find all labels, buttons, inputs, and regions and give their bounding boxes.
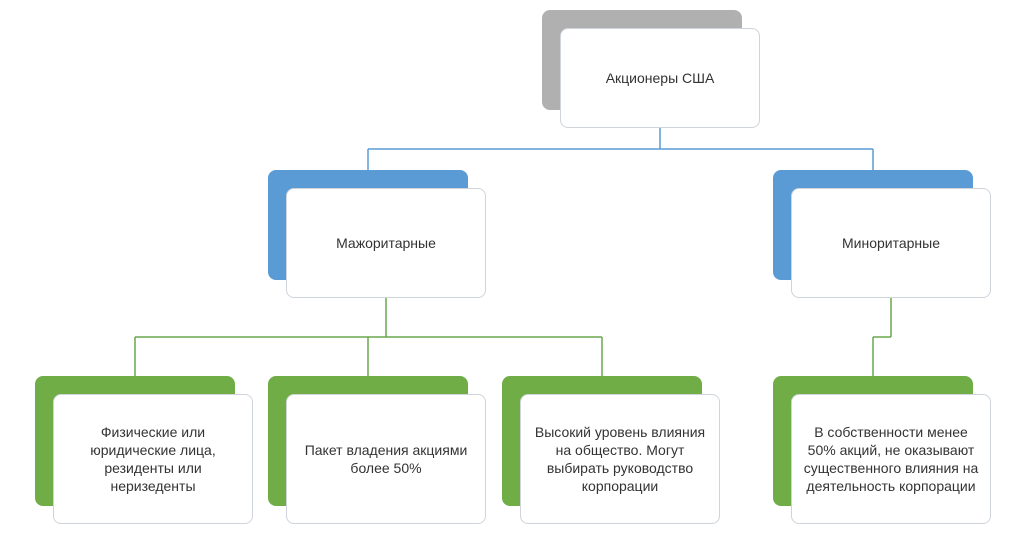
node-root-label: Акционеры США [606,69,715,87]
node-leaf3-label: Высокий уровень влияния на общество. Мог… [531,423,709,496]
node-leaf1-label: Физические или юридические лица, резиден… [64,423,242,496]
node-major-label: Мажоритарные [336,234,436,252]
node-minor: Миноритарные [791,188,991,298]
node-leaf1: Физические или юридические лица, резиден… [53,394,253,524]
node-root: Акционеры США [560,28,760,128]
node-leaf3: Высокий уровень влияния на общество. Мог… [520,394,720,524]
node-leaf2: Пакет владения акциями более 50% [286,394,486,524]
node-minor-label: Миноритарные [842,234,940,252]
node-major: Мажоритарные [286,188,486,298]
node-leaf2-label: Пакет владения акциями более 50% [297,441,475,477]
node-leaf4-label: В собственности менее 50% акций, не оказ… [802,423,980,496]
node-leaf4: В собственности менее 50% акций, не оказ… [791,394,991,524]
diagram-canvas: { "diagram": { "type": "tree", "canvas_w… [0,0,1025,559]
